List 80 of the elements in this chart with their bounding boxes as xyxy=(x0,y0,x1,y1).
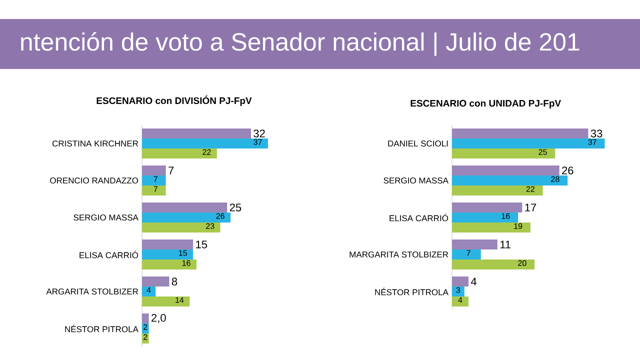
data-label: 37 xyxy=(588,139,596,145)
chart-title: ESCENARIO con DIVISIÓN PJ-FpV xyxy=(96,96,252,106)
bar xyxy=(452,186,543,196)
bar xyxy=(452,138,605,149)
y-tick-label: SERGIO MASSA xyxy=(74,214,138,221)
y-tick-label: ELISA CARRIÓ xyxy=(390,214,448,222)
data-label: 2 xyxy=(144,334,148,340)
data-label: 25 xyxy=(230,204,242,212)
data-label: 7 xyxy=(168,166,174,174)
y-tick-label: ORENCIO RANDAZZO xyxy=(50,178,138,184)
bar xyxy=(142,250,194,260)
bar xyxy=(452,212,518,222)
data-label: 22 xyxy=(202,149,211,155)
bar xyxy=(142,222,220,232)
bar xyxy=(452,148,556,158)
data-label: 14 xyxy=(176,297,184,303)
bar xyxy=(142,148,217,158)
data-label: 2,0 xyxy=(152,314,166,324)
data-label: 20 xyxy=(518,260,526,266)
data-label: 3 xyxy=(456,287,460,293)
data-label: 28 xyxy=(551,176,560,182)
bar xyxy=(142,260,196,270)
bar xyxy=(452,250,481,260)
data-label: 7 xyxy=(466,250,470,256)
bar xyxy=(452,128,588,139)
data-label: 32 xyxy=(254,130,265,138)
data-label: 4 xyxy=(458,297,462,303)
bar xyxy=(142,314,149,324)
data-label: 19 xyxy=(514,223,522,229)
data-label: 4 xyxy=(470,278,476,286)
data-label: 4 xyxy=(146,287,151,293)
bar xyxy=(452,260,535,270)
bar xyxy=(142,212,231,222)
bar xyxy=(142,186,166,196)
y-tick-label: ELISA CARRIÓ xyxy=(80,250,138,258)
text: ntención de voto a Senador nacional | Julio de 201 xyxy=(21,32,580,56)
data-label: 33 xyxy=(590,130,602,138)
bar xyxy=(142,296,190,306)
bar xyxy=(142,286,156,296)
bar xyxy=(142,276,170,287)
y-tick-label: ARGARITA STOLBIZER xyxy=(46,288,138,295)
bar xyxy=(452,222,530,232)
data-label: 15 xyxy=(179,250,187,256)
y-tick-label: MARGARITA STOLBIZER xyxy=(350,252,448,258)
data-label: 16 xyxy=(182,260,190,266)
bar xyxy=(142,324,149,334)
bar xyxy=(142,176,166,186)
bar xyxy=(142,240,194,250)
bar xyxy=(452,176,568,186)
chart-title: ESCENARIO con UNIDAD PJ-FpV xyxy=(410,100,562,109)
y-tick-label: NÉSTOR PITROLA xyxy=(65,324,138,332)
data-label: 23 xyxy=(206,223,214,229)
data-label: 15 xyxy=(196,240,208,248)
bar xyxy=(452,296,469,306)
data-label: 37 xyxy=(254,139,262,145)
y-tick-label: DANIEL SCIOLI xyxy=(388,140,448,147)
bar xyxy=(142,128,251,139)
data-label: 8 xyxy=(172,278,178,286)
bar xyxy=(452,166,560,176)
bar xyxy=(452,202,522,213)
y-tick-label: NÉSTOR PITROLA xyxy=(375,288,448,296)
y-tick-label: CRISTINA KIRCHNER xyxy=(52,140,138,147)
data-label: 7 xyxy=(154,176,158,182)
bar xyxy=(142,138,268,149)
bar xyxy=(142,334,149,344)
bar xyxy=(452,276,469,287)
data-label: 22 xyxy=(526,186,534,192)
data-label: 26 xyxy=(216,213,224,219)
data-label: 25 xyxy=(538,149,547,155)
data-label: 7 xyxy=(154,186,158,192)
bar xyxy=(452,286,464,296)
data-label: 2 xyxy=(144,324,148,330)
bar xyxy=(142,202,228,213)
bar xyxy=(452,240,498,250)
data-label: 16 xyxy=(502,213,510,219)
data-label: 17 xyxy=(525,204,536,212)
bar xyxy=(142,166,166,176)
y-tick-label: SERGIO MASSA xyxy=(384,178,448,184)
data-label: 26 xyxy=(562,166,574,174)
data-label: 11 xyxy=(500,240,510,248)
